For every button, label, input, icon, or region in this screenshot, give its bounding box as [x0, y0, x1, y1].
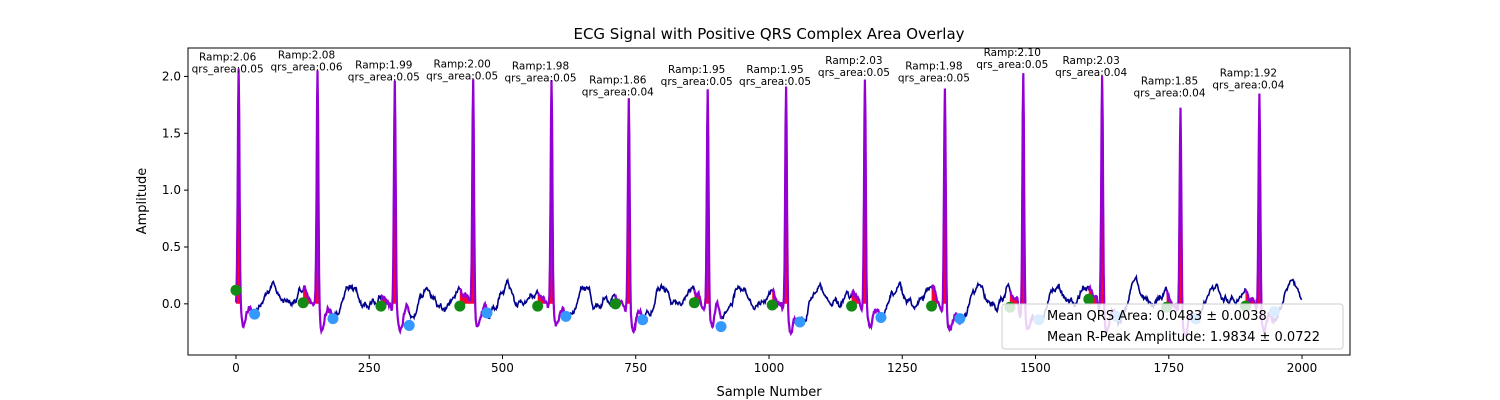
qrs-onset-marker [454, 300, 466, 312]
qrs-onset-marker [532, 300, 544, 312]
qrs-area-label: qrs_area:0.05 [348, 72, 420, 84]
legend-entry-mean-r-peak-amplitude: Mean R-Peak Amplitude: 1.9834 ± 0.0722 [1047, 330, 1320, 345]
y-tick-label: 1.5 [162, 126, 181, 140]
x-tick-label: 1750 [1153, 361, 1184, 375]
qrs-offset-marker [560, 310, 572, 322]
x-axis-label: Sample Number [716, 385, 822, 400]
qrs-offset-marker [481, 307, 493, 319]
qrs-onset-marker [688, 297, 700, 309]
qrs-onset-marker [766, 299, 778, 311]
qrs-offset-marker [875, 311, 887, 323]
qrs-offset-marker [794, 316, 806, 328]
x-tick-label: 0 [232, 361, 240, 375]
x-tick-label: 500 [491, 361, 514, 375]
x-tick-label: 750 [624, 361, 647, 375]
qrs-area-label: qrs_area:0.05 [426, 70, 498, 82]
qrs-area-label: qrs_area:0.04 [1133, 87, 1205, 99]
r-amplitude-label: Ramp:1.95 [668, 64, 725, 76]
qrs-area-label: qrs_area:0.06 [271, 61, 343, 73]
chart-title: ECG Signal with Positive QRS Complex Are… [573, 25, 964, 43]
qrs-area-label: qrs_area:0.04 [1212, 80, 1284, 92]
r-amplitude-label: Ramp:1.95 [746, 64, 803, 76]
legend: Mean QRS Area: 0.0483 ± 0.0038 Mean R-Pe… [1001, 303, 1344, 350]
qrs-onset-marker [609, 298, 621, 310]
qrs-offset-marker [954, 313, 966, 325]
r-amplitude-label: Ramp:2.03 [825, 55, 882, 67]
x-tick-label: 2000 [1287, 361, 1318, 375]
plot-area: Ramp:2.06qrs_area:0.05Ramp:2.08qrs_area:… [192, 47, 1303, 340]
qrs-offset-marker [403, 319, 415, 331]
axis-ticks: 0 250 500 750 1000 1250 1500 1750 2000 0.0 0.5 1.0 1… [162, 69, 1317, 375]
qrs-onset-marker [846, 300, 858, 312]
r-amplitude-label: Ramp:1.98 [512, 61, 569, 73]
qrs-offset-marker [637, 314, 649, 326]
r-amplitude-label: Ramp:2.00 [434, 58, 491, 70]
r-amplitude-label: Ramp:1.99 [355, 60, 412, 72]
qrs-area-label: qrs_area:0.05 [976, 59, 1048, 71]
qrs-offset-marker [249, 308, 261, 320]
x-tick-label: 1250 [887, 361, 918, 375]
qrs-area-label: qrs_area:0.05 [505, 73, 577, 85]
r-amplitude-label: Ramp:1.85 [1141, 75, 1198, 87]
r-amplitude-label: Ramp:2.08 [278, 49, 335, 61]
qrs-segment-line [302, 70, 334, 336]
qrs-onset-marker [375, 300, 387, 312]
qrs-area-label: qrs_area:0.05 [739, 76, 811, 88]
x-tick-label: 1500 [1020, 361, 1051, 375]
y-tick-label: 0.0 [162, 297, 181, 311]
qrs-area-fill [236, 68, 255, 304]
x-tick-label: 1000 [754, 361, 785, 375]
qrs-offset-marker [327, 313, 339, 325]
qrs-onset-marker [297, 297, 309, 309]
qrs-segment-line [537, 80, 567, 327]
qrs-area-label: qrs_area:0.04 [1055, 67, 1127, 79]
legend-box [1001, 303, 1344, 350]
qrs-area-label: qrs_area:0.05 [818, 67, 890, 79]
qrs-onset-marker [926, 300, 938, 312]
qrs-onset-marker [230, 284, 242, 296]
qrs-segment-line [930, 88, 961, 333]
r-amplitude-label: Ramp:1.92 [1220, 68, 1277, 80]
qrs-onset-marker [1083, 293, 1095, 305]
qrs-area-label: qrs_area:0.05 [661, 76, 733, 88]
qrs-segment-line [380, 80, 411, 335]
qrs-offset-marker [715, 321, 727, 333]
qrs-segment-line [850, 79, 882, 331]
y-tick-label: 2.0 [162, 69, 181, 83]
qrs-area-label: qrs_area:0.05 [898, 73, 970, 85]
qrs-area-label: qrs_area:0.05 [192, 64, 264, 76]
legend-entry-mean-qrs-area: Mean QRS Area: 0.0483 ± 0.0038 [1047, 309, 1267, 324]
x-tick-label: 250 [358, 361, 381, 375]
r-amplitude-label: Ramp:1.86 [589, 74, 647, 86]
y-tick-label: 0.5 [162, 240, 181, 254]
r-amplitude-label: Ramp:2.06 [199, 52, 257, 64]
qrs-area-label: qrs_area:0.04 [582, 86, 654, 98]
r-amplitude-label: Ramp:1.98 [905, 61, 962, 73]
r-amplitude-label: Ramp:2.03 [1062, 55, 1119, 67]
y-axis-label: Amplitude [135, 168, 150, 235]
qrs-segment-line [693, 89, 723, 329]
y-tick-label: 1.0 [162, 183, 181, 197]
r-amplitude-label: Ramp:2.10 [984, 47, 1041, 59]
